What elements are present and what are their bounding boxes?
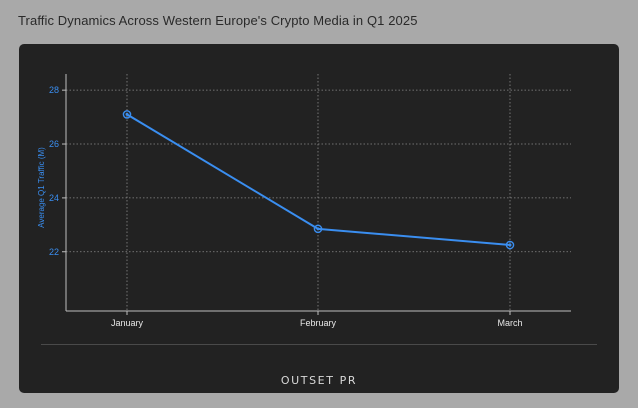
axes: [62, 74, 571, 315]
series: [122, 110, 515, 250]
line-chart: 22 24 26 28 January February March Average Q1 …: [37, 74, 571, 328]
data-point-dot: [508, 243, 512, 247]
divider: [41, 344, 597, 345]
y-tick-label: 24: [49, 193, 59, 203]
data-point-marker: [122, 110, 132, 119]
y-tick-label: 26: [49, 139, 59, 149]
data-point-marker: [313, 224, 323, 234]
chart-panel: 22 24 26 28 January February March Average Q1 …: [19, 44, 619, 393]
y-tick-label: 28: [49, 85, 59, 95]
brand-logo: OUTSET PR: [280, 374, 358, 387]
y-axis-title: Average Q1 Traffic (M): [37, 147, 46, 228]
y-tick-label: 22: [49, 247, 59, 257]
data-point-dot: [316, 227, 320, 231]
page-title: Traffic Dynamics Across Western Europe's…: [18, 13, 418, 28]
x-tick-label: February: [300, 318, 337, 328]
data-point-marker: [505, 240, 515, 250]
x-tick-label: March: [497, 318, 522, 328]
grid-lines: [66, 74, 571, 311]
tick-labels: 22 24 26 28 January February March: [49, 85, 523, 328]
x-tick-label: January: [111, 318, 144, 328]
data-point-dot: [125, 112, 129, 116]
